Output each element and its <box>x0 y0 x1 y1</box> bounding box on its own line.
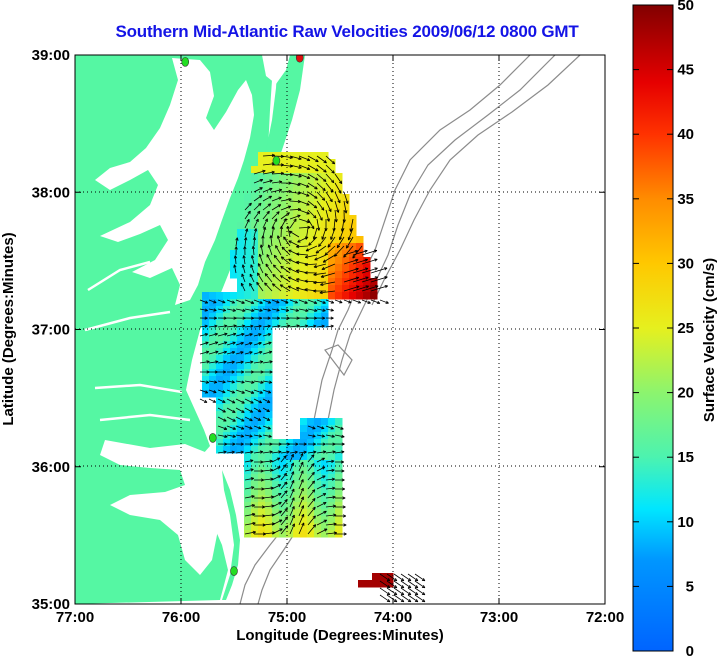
x-tick-label: 74:00 <box>374 609 412 626</box>
delmarva-peninsula <box>208 55 305 310</box>
colorbar-tick-label: 40 <box>677 126 694 143</box>
y-tick-label: 36:00 <box>32 459 70 476</box>
colorbar-tick-label: 5 <box>686 578 694 595</box>
chesapeake-bay <box>95 58 254 305</box>
colorbar-tick-label: 20 <box>677 385 694 402</box>
colorbar-tick-label: 25 <box>677 320 694 337</box>
colorbar <box>632 4 674 652</box>
y-tick-label: 37:00 <box>32 322 70 339</box>
colorbar-tick-label: 0 <box>686 643 694 659</box>
rivers <box>84 260 191 422</box>
station-marker <box>209 433 217 443</box>
colorbar-tick-label: 10 <box>677 514 694 531</box>
map-title-text: Southern Mid-Atlantic Raw Velocities 200… <box>115 22 579 41</box>
y-tick-label: 39:00 <box>32 47 70 64</box>
station-marker <box>295 55 304 63</box>
station-marker <box>181 57 190 67</box>
map-title: Southern Mid-Atlantic Raw Velocities 200… <box>0 22 724 42</box>
velocity-vectors <box>199 153 426 603</box>
delaware-bay <box>262 55 290 84</box>
y-axis-ticks: 39:00 38:00 37:00 36:00 35:00 <box>32 47 605 613</box>
x-tick-label: 76:00 <box>162 609 200 626</box>
colorbar-ticks: 0 5 10 15 20 25 30 35 40 45 50 <box>633 0 694 659</box>
x-axis-ticks: 77:00 76:00 75:00 74:00 73:00 72:00 <box>56 55 624 626</box>
x-tick-label: 73:00 <box>480 609 518 626</box>
x-tick-label: 77:00 <box>56 609 94 626</box>
colorbar-label: Surface Velocity (cm/s) <box>701 258 718 422</box>
x-tick-label: 72:00 <box>586 609 624 626</box>
station-markers <box>181 55 304 576</box>
colorbar-tick-label: 35 <box>677 191 694 208</box>
colorbar-tick-label: 50 <box>677 0 694 14</box>
station-marker <box>230 566 238 576</box>
colorbar-tick-label: 30 <box>677 255 694 272</box>
x-axis-label: Longitude (Degrees:Minutes) <box>236 627 444 644</box>
map-grid <box>75 55 605 604</box>
x-tick-label: 75:00 <box>268 609 306 626</box>
pamlico-sound <box>100 440 224 575</box>
station-marker <box>272 155 281 166</box>
colorbar-tick-label: 45 <box>677 62 694 79</box>
y-tick-label: 38:00 <box>32 184 70 201</box>
map-area <box>75 55 605 604</box>
colorbar-tick-label: 15 <box>677 449 694 466</box>
y-axis-label: Latitude (Degrees:Minutes) <box>0 232 17 425</box>
y-tick-label: 35:00 <box>32 596 70 613</box>
